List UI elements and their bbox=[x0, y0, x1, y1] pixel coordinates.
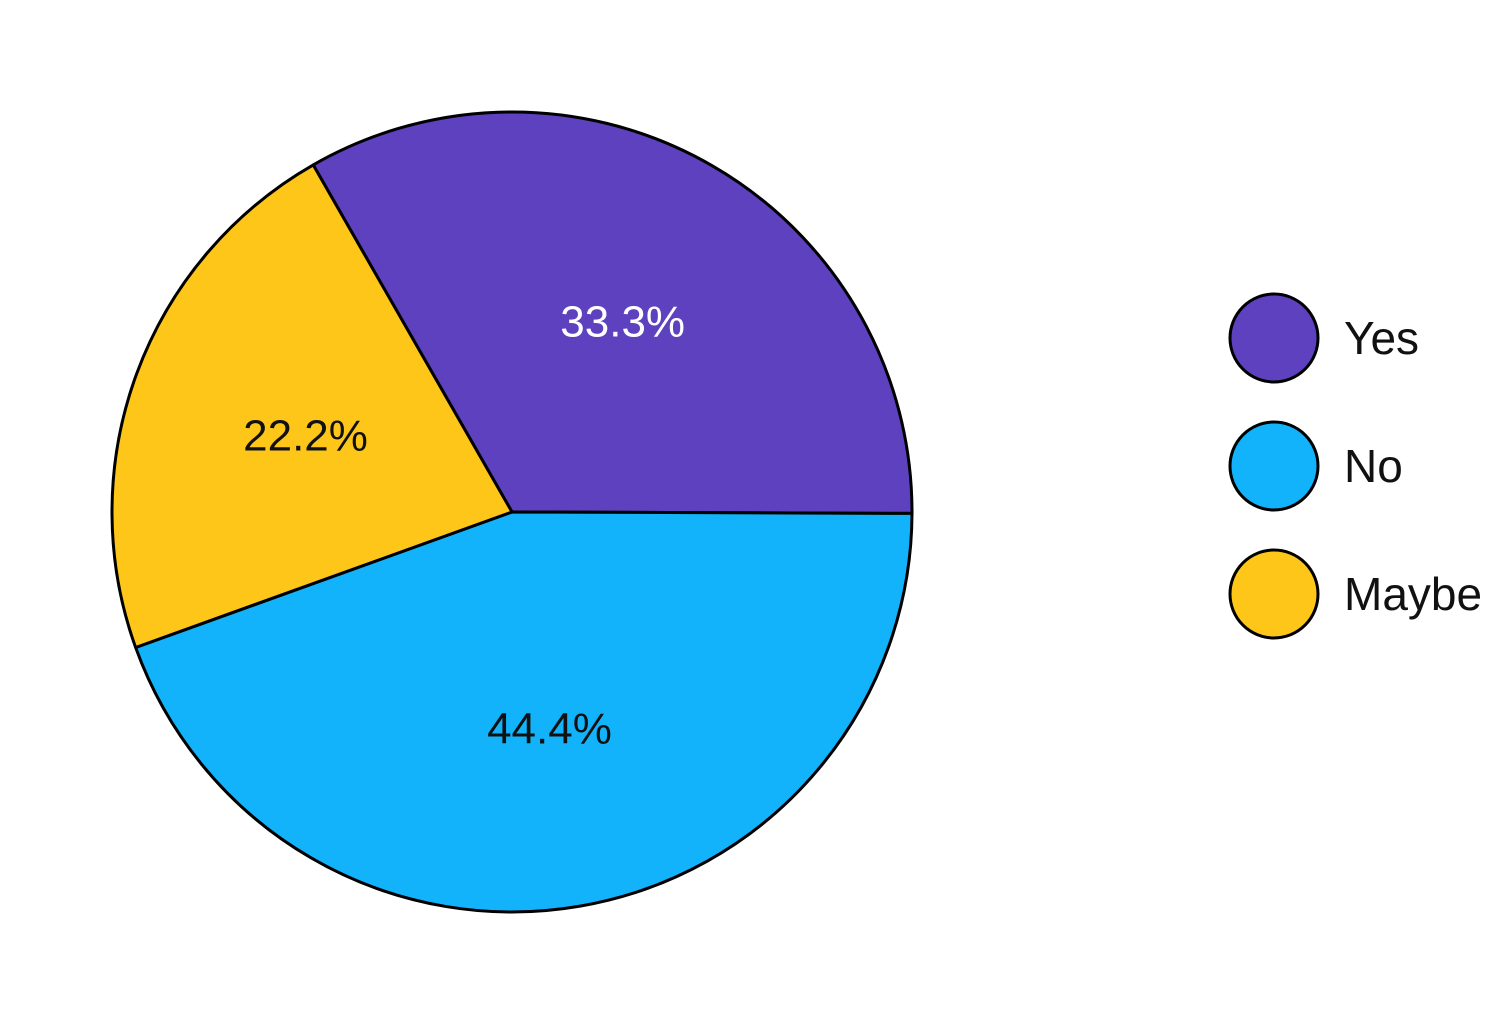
pie-slice-labels: 33.3% 44.4% 22.2% bbox=[243, 297, 685, 753]
legend-swatch-yes bbox=[1228, 292, 1320, 384]
slice-label-no: 44.4% bbox=[487, 704, 612, 753]
slice-label-yes: 33.3% bbox=[560, 297, 685, 346]
pie-slice-no bbox=[134, 510, 914, 914]
pie-slice-yes bbox=[311, 110, 914, 515]
legend-label-yes: Yes bbox=[1344, 312, 1419, 364]
legend-swatch-maybe bbox=[1228, 548, 1320, 640]
legend-label-maybe: Maybe bbox=[1344, 568, 1482, 620]
legend: Yes No Maybe bbox=[1228, 292, 1482, 640]
legend-label-no: No bbox=[1344, 440, 1403, 492]
pie-slice-maybe bbox=[110, 163, 514, 649]
slice-label-maybe: 22.2% bbox=[243, 412, 368, 461]
pie-slices bbox=[110, 110, 914, 914]
legend-swatch-no bbox=[1228, 420, 1320, 512]
